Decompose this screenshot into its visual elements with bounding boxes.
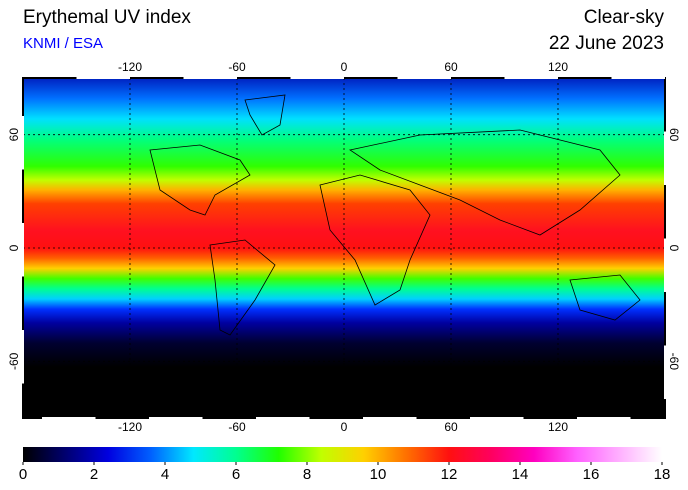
x-tick-label-top: 120 <box>548 60 568 74</box>
y-tick-label-left: 0 <box>7 244 21 251</box>
colorbar-tick-label: 16 <box>583 466 600 483</box>
colorbar-tick-label: 12 <box>441 466 458 483</box>
colorbar-tick-label: 10 <box>370 466 387 483</box>
colorbar: 0 2 4 6 8 10 12 14 16 18 <box>19 447 671 483</box>
colorbar-tick-label: 0 <box>19 466 27 483</box>
colorbar-tick-label: 18 <box>654 466 671 483</box>
map <box>22 77 666 419</box>
y-tick-label-right: -60 <box>667 353 681 371</box>
y-tick-label-right: 60 <box>667 128 681 142</box>
x-tick-label-bottom: -60 <box>228 420 246 434</box>
x-tick-label-bottom: 120 <box>548 420 568 434</box>
y-tick-label-left: 60 <box>7 128 21 142</box>
x-tick-label-bottom: -120 <box>118 420 142 434</box>
y-tick-label-right: 0 <box>667 245 681 252</box>
x-tick-label-bottom: 0 <box>341 420 348 434</box>
colorbar-tick-label: 14 <box>512 466 529 483</box>
source: KNMI / ESA <box>23 35 103 52</box>
x-tick-label-top: -60 <box>228 60 246 74</box>
colorbar-tick-label: 2 <box>90 466 98 483</box>
condition: Clear-sky <box>584 7 665 28</box>
colorbar-tick-label: 8 <box>303 466 311 483</box>
map-frame-ticks <box>22 77 666 419</box>
colorbar-tick-label: 6 <box>232 466 240 483</box>
title: Erythemal UV index <box>23 7 191 28</box>
x-tick-label-bottom: 60 <box>444 420 458 434</box>
coastlines <box>149 94 641 336</box>
x-tick-label-top: -120 <box>118 60 142 74</box>
colorbar-tick-label: 4 <box>161 466 169 483</box>
date: 22 June 2023 <box>549 33 664 54</box>
y-tick-label-left: -60 <box>7 352 21 370</box>
x-tick-label-top: 0 <box>341 60 348 74</box>
colorbar-ramp <box>23 447 662 462</box>
x-tick-label-top: 60 <box>444 60 458 74</box>
